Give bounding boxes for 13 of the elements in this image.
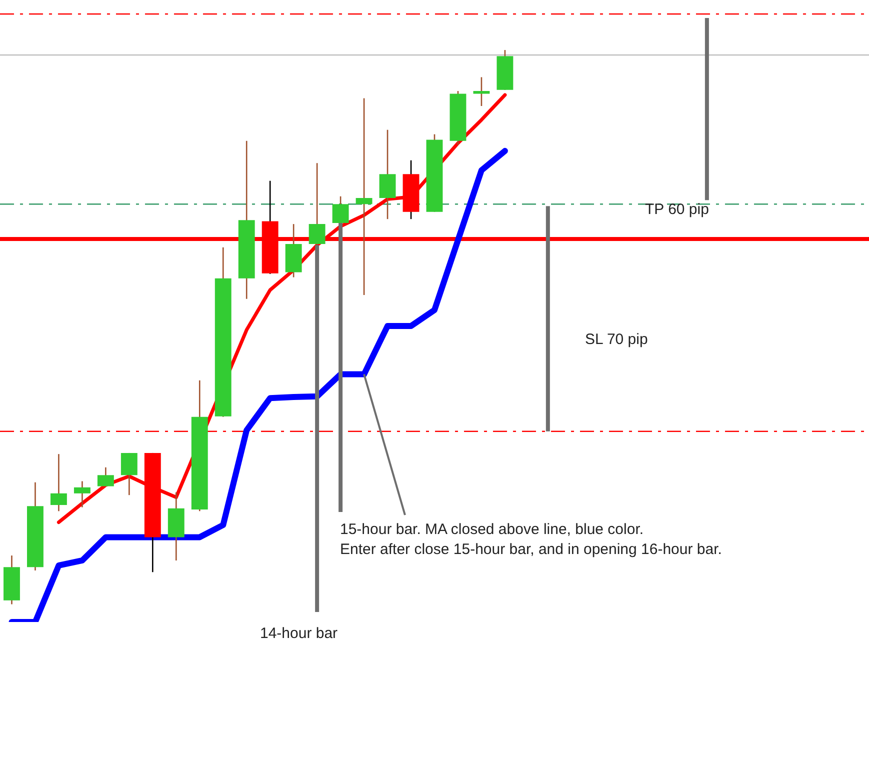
- annotation: 15-hour bar. MA closed above line, blue color. Enter after close 15-hour bar, and in opening 16-hour bar.: [340, 520, 722, 560]
- candlestick: [97, 466, 114, 487]
- text: 14-hour bar: [260, 624, 338, 644]
- candlestick: [50, 453, 67, 512]
- candlestick: [74, 480, 90, 508]
- annotation: SL 70 pip: [585, 330, 648, 350]
- candlestick: [120, 452, 138, 496]
- candlestick: [356, 98, 372, 296]
- candlestick: [332, 196, 349, 224]
- annotation: TP 60 pip: [645, 200, 709, 220]
- candlestick: [308, 162, 326, 246]
- candlestick: [379, 129, 396, 220]
- candlestick: [473, 76, 490, 107]
